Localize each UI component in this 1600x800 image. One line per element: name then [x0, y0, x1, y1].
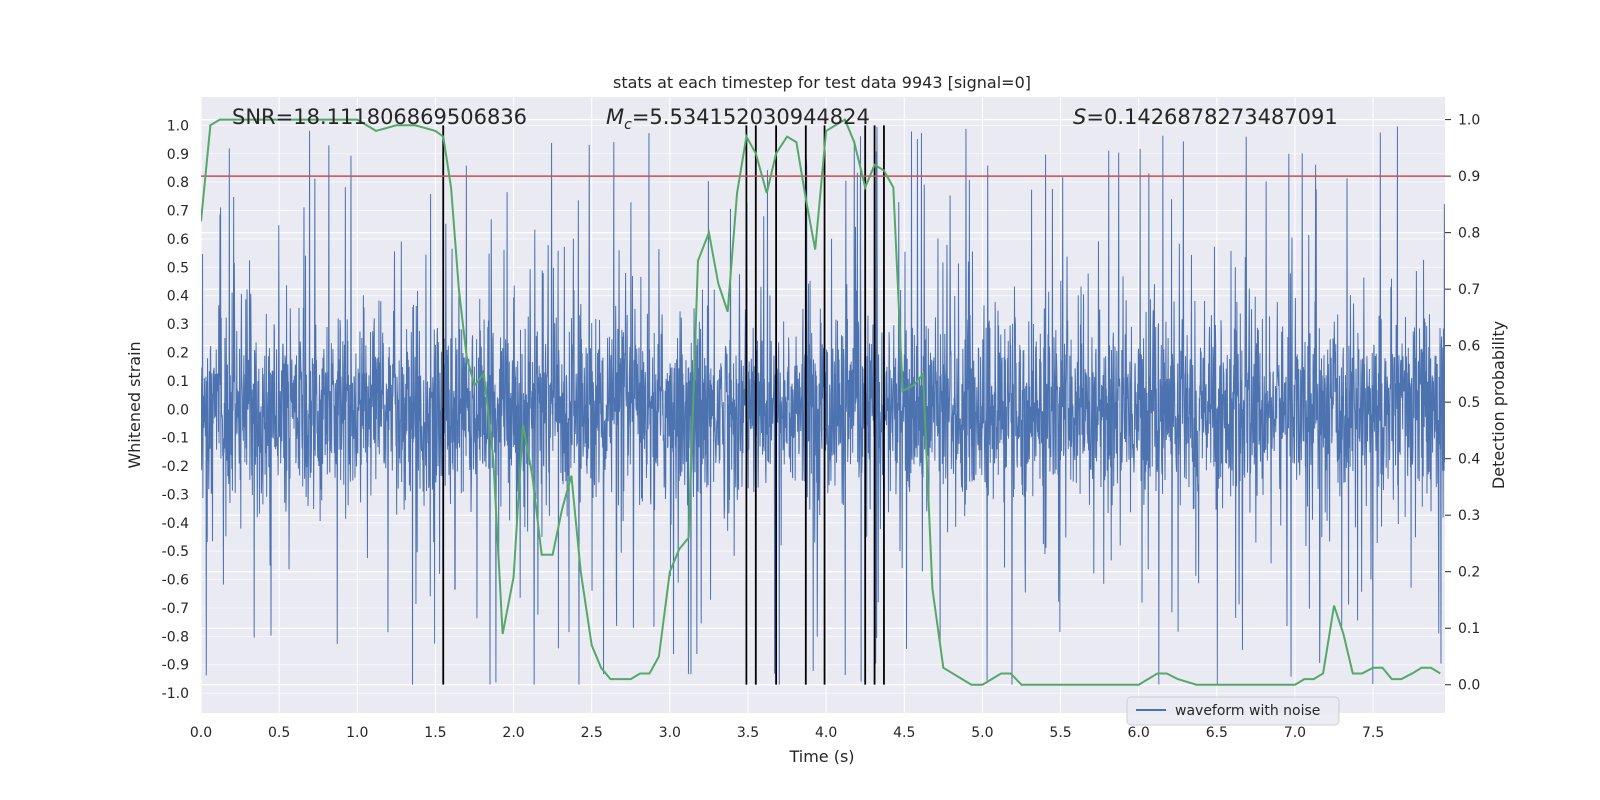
- right-y-tick-label: 0.1: [1458, 621, 1480, 637]
- left-y-tick-label: -1.0: [162, 686, 189, 702]
- right-y-tick-label: 0.3: [1458, 508, 1480, 524]
- left-y-tick-label: -0.3: [162, 487, 189, 503]
- left-y-tick-label: 1.0: [167, 118, 189, 134]
- event-lines: [442, 125, 885, 685]
- waveform-series: [201, 126, 1445, 685]
- left-y-tick-label: 0.6: [167, 232, 189, 248]
- right-y-tick-label: 0.9: [1458, 169, 1480, 185]
- legend-box: [1126, 696, 1340, 726]
- left-y-tick-label: -0.7: [162, 601, 189, 617]
- left-y-tick-label: -0.5: [162, 544, 189, 560]
- left-y-tick-label: -0.2: [162, 459, 189, 475]
- left-y-tick-label: 0.9: [167, 147, 189, 163]
- chirp-mass-subscript: c: [624, 117, 632, 133]
- x-tick-label: 3.5: [737, 725, 759, 741]
- s-symbol: S: [1073, 105, 1086, 129]
- left-y-tick-label: -0.8: [162, 629, 189, 645]
- legend: waveform with noise: [1126, 696, 1340, 726]
- left-y-tick-label: 0.7: [167, 204, 189, 220]
- x-tick-label: 1.0: [346, 725, 368, 741]
- chirp-mass-symbol: M: [606, 105, 624, 129]
- x-tick-label: 2.5: [581, 725, 603, 741]
- left-y-tick-label: 0.1: [167, 374, 189, 390]
- x-tick-label: 7.0: [1284, 725, 1306, 741]
- left-y-tick-label: 0.8: [167, 175, 189, 191]
- x-axis-label: Time (s): [788, 747, 854, 766]
- x-tick-label: 4.5: [893, 725, 915, 741]
- x-tick-label: 2.0: [502, 725, 524, 741]
- left-y-tick-label: 0.2: [167, 345, 189, 361]
- detection-probability-series: [201, 118, 1441, 686]
- right-y-tick-label: 0.5: [1458, 395, 1480, 411]
- s-annotation: S=0.1426878273487091: [1073, 105, 1338, 129]
- snr-annotation: SNR=18.111806869506836: [232, 105, 527, 129]
- right-y-axis-ticks: 0.0 0.1 0.2 0.3 0.4 0.5 0.6 0.7 0.8 0.9 1.0: [1445, 113, 1480, 694]
- right-y-axis-label: Detection probability: [1489, 321, 1508, 489]
- right-y-tick-label: 0.2: [1458, 565, 1480, 581]
- x-tick-label: 0.0: [190, 725, 212, 741]
- x-tick-label: 6.0: [1128, 725, 1150, 741]
- s-value: =0.1426878273487091: [1086, 105, 1337, 129]
- x-tick-label: 3.0: [659, 725, 681, 741]
- right-y-tick-label: 0.0: [1458, 678, 1480, 694]
- chirp-mass-annotation: Mc=5.534152030944824: [606, 105, 870, 133]
- left-y-tick-label: 0.0: [167, 402, 189, 418]
- left-y-tick-label: 0.5: [167, 260, 189, 276]
- x-tick-label: 4.0: [815, 725, 837, 741]
- chart-title: stats at each timestep for test data 994…: [613, 73, 1031, 92]
- right-y-tick-label: 0.6: [1458, 339, 1480, 355]
- left-y-tick-label: 0.4: [167, 289, 189, 305]
- legend-waveform-label: waveform with noise: [1175, 703, 1320, 719]
- right-y-tick-label: 1.0: [1458, 113, 1480, 129]
- left-y-tick-label: -0.6: [162, 573, 189, 589]
- left-y-axis-ticks: -1.0 -0.9 -0.8 -0.7 -0.6 -0.5 -0.4 -0.3 -0.2 -0.1…: [162, 118, 189, 702]
- left-y-axis-label: Whitened strain: [125, 341, 144, 468]
- x-tick-label: 1.5: [424, 725, 446, 741]
- x-tick-label: 7.5: [1362, 725, 1384, 741]
- x-axis-ticks: 0.0 0.5 1.0 1.5 2.0 2.5 3.0 3.5 4.0 4.5 5.0 5.5 6.0 6…: [190, 725, 1384, 741]
- x-tick-label: 5.5: [1049, 725, 1071, 741]
- x-tick-label: 5.0: [971, 725, 993, 741]
- left-y-tick-label: 0.3: [167, 317, 189, 333]
- x-tick-label: 6.5: [1206, 725, 1228, 741]
- left-y-tick-label: -0.9: [162, 658, 189, 674]
- left-y-tick-label: -0.1: [162, 431, 189, 447]
- left-y-tick-label: -0.4: [162, 516, 189, 532]
- chirp-mass-value: =5.534152030944824: [632, 105, 870, 129]
- right-y-tick-label: 0.8: [1458, 226, 1480, 242]
- right-y-tick-label: 0.4: [1458, 452, 1480, 468]
- right-y-tick-label: 0.7: [1458, 282, 1480, 298]
- x-tick-label: 0.5: [268, 725, 290, 741]
